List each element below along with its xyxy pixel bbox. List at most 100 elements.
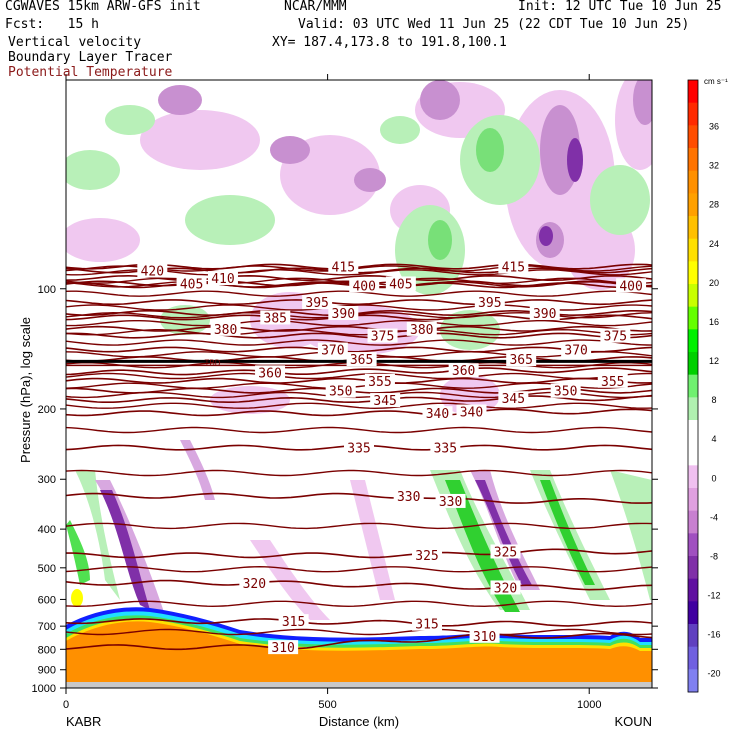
theta-contour-minor	[66, 328, 652, 336]
theta-label: 350	[554, 385, 577, 400]
colorbar-swatch	[688, 488, 698, 512]
theta-label: 375	[371, 330, 394, 345]
theta-label-bg	[393, 488, 424, 503]
colorbar-swatch	[688, 125, 698, 149]
colorbar-label: 4	[711, 434, 716, 444]
theta-label-bg	[490, 544, 521, 559]
theta-label-bg	[278, 614, 309, 629]
theta-contour-minor	[66, 628, 652, 636]
colorbar-swatch	[688, 80, 698, 104]
theta-label-bg	[600, 328, 631, 343]
header-cross-section-endpoints: XY= 187.4,173.8 to 191.8,100.1	[272, 35, 507, 50]
theta-label-bg	[346, 352, 377, 367]
theta-contour-380	[66, 325, 652, 332]
theta-label-bg	[302, 295, 333, 310]
theta-label-bg	[268, 640, 299, 655]
colorbar-swatch	[688, 533, 698, 557]
theta-contour-325	[66, 548, 652, 559]
theta-label: 330	[397, 490, 420, 505]
header-forecast-hour: Fcst: 15 h	[5, 17, 99, 32]
theta-contour-minor	[66, 339, 652, 346]
theta-label: 310	[473, 630, 496, 645]
colorbar-swatch	[688, 510, 698, 534]
header-center: NCAR/MMM	[284, 0, 347, 14]
theta-label-bg	[255, 365, 286, 380]
colorbar-swatch	[688, 601, 698, 625]
theta-contour-minor	[66, 600, 652, 608]
colorbar-label: 28	[709, 200, 719, 210]
theta-label-bg	[597, 373, 628, 388]
theta-label-bg	[260, 310, 291, 325]
theta-label-bg	[317, 342, 348, 357]
y-axis-label: Pressure (hPa), log scale	[18, 317, 33, 463]
colorbar-swatch	[688, 284, 698, 308]
colorbar-label: 8	[711, 395, 716, 405]
theta-label-bg	[364, 373, 395, 388]
theta-label: 420	[141, 264, 164, 279]
theta-label-bg	[422, 406, 453, 421]
theta-contour-360	[66, 367, 652, 376]
theta-contour-375	[66, 332, 652, 339]
colorbar-swatch	[688, 193, 698, 217]
field-label-boundary-layer-tracer: Boundary Layer Tracer	[8, 50, 173, 65]
colorbar-label: 36	[709, 122, 719, 132]
colorbar-label: -12	[707, 591, 720, 601]
colorbar-label: 12	[709, 356, 719, 366]
theta-label: 355	[601, 375, 624, 390]
theta-label-bg	[616, 278, 647, 293]
theta-contour-minor	[66, 426, 652, 434]
colorbar-swatch	[688, 329, 698, 353]
theta-label-bg	[137, 263, 168, 278]
colorbar-label: -8	[710, 551, 718, 561]
theta-label: 375	[604, 330, 627, 345]
theta-label: 335	[347, 442, 370, 457]
theta-label: 340	[426, 407, 449, 422]
colorbar-swatch	[688, 624, 698, 648]
y-tick-label: 200	[38, 404, 56, 416]
colorbar-label: 24	[709, 239, 719, 249]
theta-contour-minor	[66, 402, 652, 410]
theta-label: 385	[264, 311, 287, 326]
y-tick-label: 300	[38, 474, 56, 486]
x-tick-label: 0	[63, 699, 69, 711]
x-tick-label: 500	[318, 699, 336, 711]
theta-label: 395	[478, 296, 501, 311]
theta-label-bg	[406, 321, 437, 336]
colorbar-swatch	[688, 306, 698, 330]
theta-contour-370	[66, 346, 652, 353]
theta-contour-320	[66, 579, 652, 591]
theta-label-bg	[325, 383, 356, 398]
theta-label-bg	[498, 391, 529, 406]
theta-label: 325	[415, 549, 438, 564]
theta-label: 405	[180, 277, 203, 292]
tropopause-label: TBD	[205, 358, 221, 367]
theta-label-bg	[435, 493, 466, 508]
y-tick-label: 400	[38, 524, 56, 536]
theta-label-bg	[474, 295, 505, 310]
colorbar-label: 16	[709, 317, 719, 327]
y-tick-label: 100	[38, 284, 56, 296]
boundary-layer-orange	[66, 621, 652, 688]
colorbar-swatch	[688, 148, 698, 172]
header-model: CGWAVES 15km ARW-GFS init	[5, 0, 201, 14]
y-tick-label: 700	[38, 621, 56, 633]
theta-label-bg	[506, 352, 537, 367]
field-label-vertical-velocity: Vertical velocity	[8, 35, 142, 50]
header-init: Init: 12 UTC Tue 10 Jun 25	[518, 0, 722, 14]
potential-temperature-labels: 420 405 410 415 400 405 415 400 395 390 395 390 380 3…	[137, 259, 647, 656]
theta-label-bg	[328, 305, 359, 320]
colorbar-label: 32	[709, 161, 719, 171]
terrain-gray	[66, 682, 652, 688]
colorbar-swatch	[688, 352, 698, 376]
theta-label-bg	[412, 548, 443, 563]
colorbar-swatch	[688, 442, 698, 466]
y-tick-label: 800	[38, 644, 56, 656]
y-tick-label: 500	[38, 563, 56, 575]
theta-label-bg	[370, 393, 401, 408]
theta-label: 370	[321, 344, 344, 359]
colorbar-label: 20	[709, 278, 719, 288]
theta-label-bg	[412, 616, 443, 631]
theta-label: 365	[509, 353, 532, 368]
theta-label: 365	[350, 353, 373, 368]
